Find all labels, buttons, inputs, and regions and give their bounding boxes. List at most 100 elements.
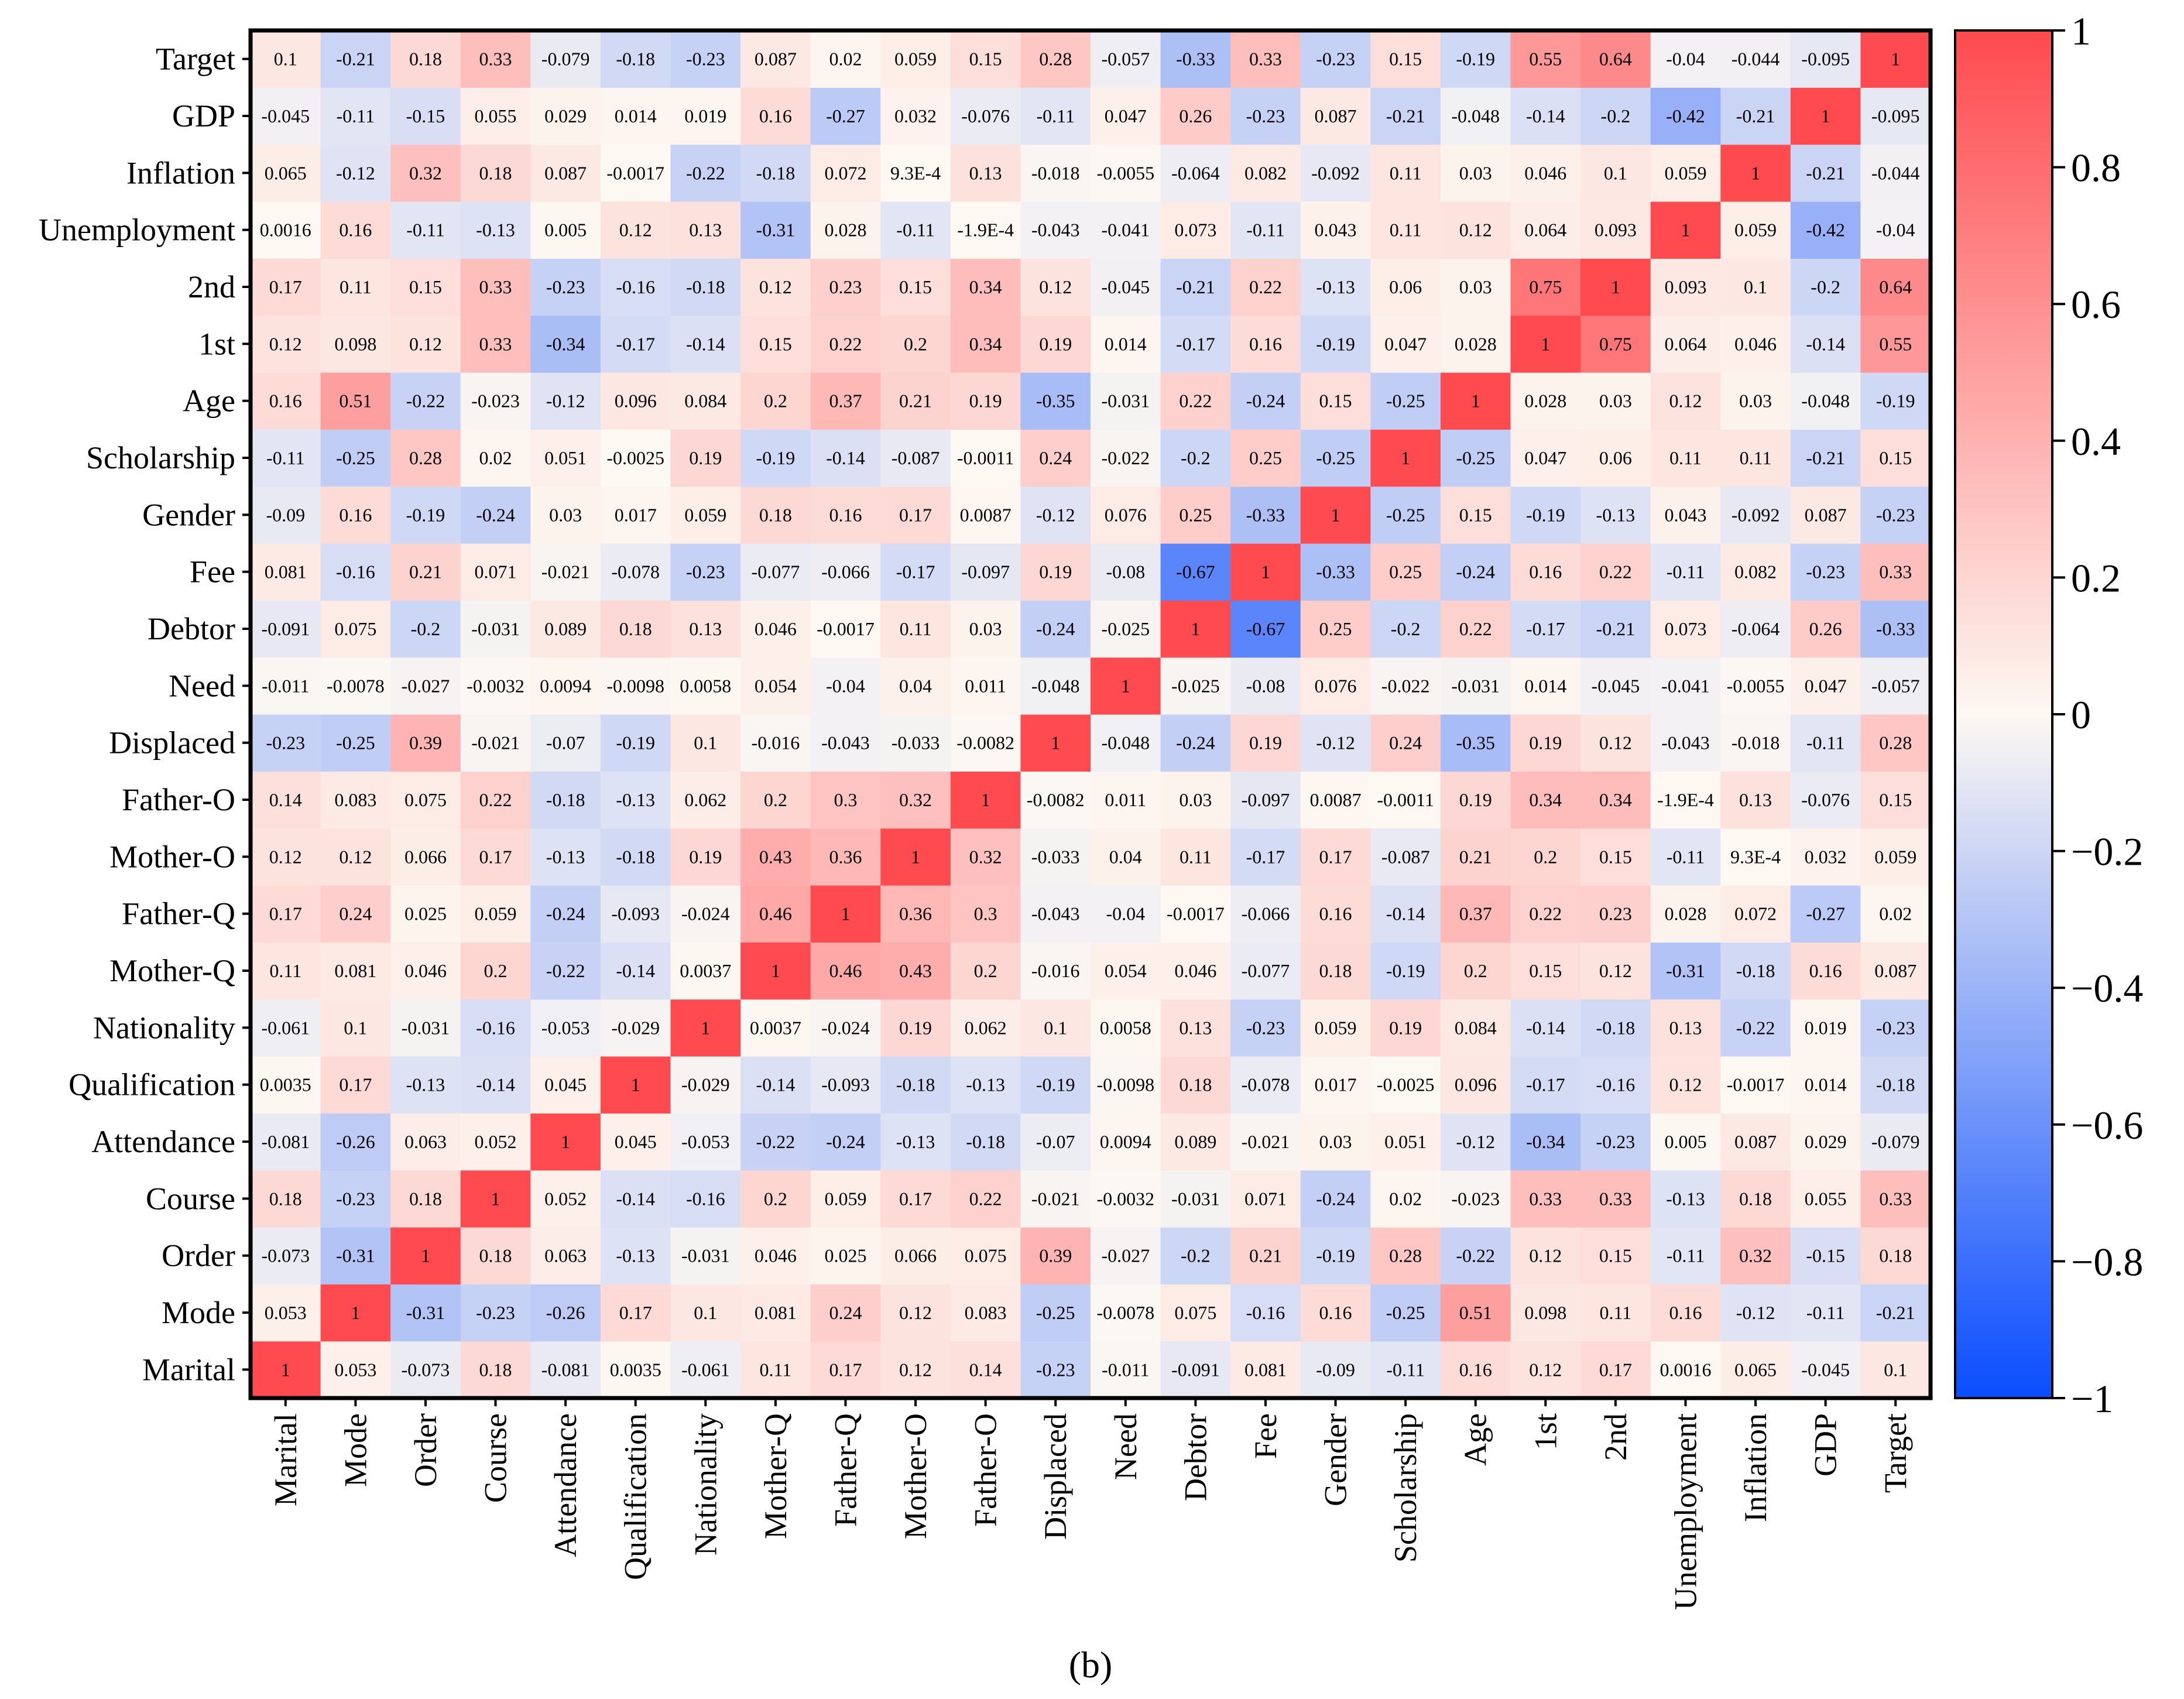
cell-value-label: 1 <box>351 1302 360 1323</box>
cell-value-label: 0.46 <box>829 960 862 981</box>
heatmap-cell <box>1790 144 1861 202</box>
cell-value-label: 0.055 <box>475 105 517 126</box>
cell-value-label: 0.55 <box>1529 49 1562 70</box>
heatmap-cell <box>390 1056 461 1114</box>
cell-value-label: 0.046 <box>755 618 797 639</box>
heatmap-cell <box>1091 771 1161 829</box>
x-tick-label: Age <box>1458 1413 1493 1466</box>
cell-value-label: 0.011 <box>1105 789 1146 810</box>
heatmap-cell <box>530 1284 601 1342</box>
heatmap-cell <box>600 1113 671 1171</box>
cell-value-label: 0.04 <box>899 675 932 696</box>
heatmap-cell <box>880 885 951 943</box>
heatmap-cell <box>950 258 1021 316</box>
heatmap-cell <box>600 201 671 259</box>
heatmap-cell <box>1160 1113 1231 1171</box>
colorbar-tick-label: −0.4 <box>2071 966 2143 1011</box>
cell-value-label: -0.021 <box>541 561 590 583</box>
heatmap-cell <box>1440 657 1511 715</box>
heatmap-cell <box>1860 1056 1931 1114</box>
cell-value-label: -0.092 <box>1311 162 1360 183</box>
heatmap-cell <box>1720 315 1791 373</box>
heatmap-cell-labels: 1 0.053 -0.073 0.18 -0.081 0.0035 -0.061 0.11 0.… <box>260 49 1920 1381</box>
heatmap-cell <box>1860 657 1931 715</box>
cell-value-label: 0.11 <box>340 276 372 297</box>
cell-value-label: 0.19 <box>969 391 1002 412</box>
x-tick-label: Nationality <box>688 1413 723 1556</box>
heatmap-cell <box>1370 771 1441 829</box>
cell-value-label: -0.14 <box>686 333 725 354</box>
heatmap-cell <box>740 1056 811 1114</box>
heatmap-cell <box>320 258 391 316</box>
cell-value-label: -0.13 <box>406 1074 445 1095</box>
cell-value-label: 0.11 <box>900 618 932 639</box>
heatmap-cell <box>1091 942 1161 1000</box>
cell-value-label: 1 <box>1891 49 1900 70</box>
heatmap-cell <box>1790 1056 1861 1114</box>
cell-value-label: 0.13 <box>969 162 1002 183</box>
x-tick-label: Course <box>478 1413 513 1503</box>
heatmap-cell <box>1860 771 1931 829</box>
colorbar-tick-label: −0.6 <box>2071 1103 2143 1147</box>
heatmap-cell <box>530 1341 601 1399</box>
heatmap-cell <box>390 372 461 430</box>
heatmap-cell <box>1580 771 1651 829</box>
cell-value-label: 0.082 <box>1244 162 1287 183</box>
cell-value-label: -0.21 <box>1386 105 1425 126</box>
cell-value-label: -0.23 <box>1806 561 1845 583</box>
heatmap-cell <box>1440 201 1511 259</box>
heatmap-cell <box>1860 201 1931 259</box>
heatmap-cell <box>880 1284 951 1342</box>
heatmap-cell <box>1440 999 1511 1057</box>
heatmap-cell <box>1510 828 1581 886</box>
cell-value-label: 0.64 <box>1599 49 1632 70</box>
cell-value-label: -0.12 <box>1456 1131 1495 1152</box>
x-tick-label: 1st <box>1528 1413 1563 1450</box>
heatmap-cell <box>1790 771 1861 829</box>
heatmap-cell <box>950 1170 1021 1228</box>
heatmap-cell <box>1370 372 1441 430</box>
heatmap-cell <box>1370 600 1441 658</box>
heatmap-cell <box>880 600 951 658</box>
cell-value-label: -0.045 <box>261 105 310 126</box>
cell-value-label: -0.17 <box>896 561 935 583</box>
cell-value-label: 1 <box>981 789 990 810</box>
cell-value-label: -0.19 <box>1036 1074 1075 1095</box>
heatmap-cell <box>880 315 951 373</box>
cell-value-label: 0.16 <box>339 504 372 525</box>
heatmap-cell <box>1091 600 1161 658</box>
cell-value-label: -0.2 <box>411 618 441 639</box>
heatmap-cell <box>1650 144 1721 202</box>
cell-value-label: 0.04 <box>1109 846 1142 867</box>
heatmap-cell <box>460 600 531 658</box>
heatmap-cell <box>460 1056 531 1114</box>
cell-value-label: 0.17 <box>1319 846 1352 867</box>
heatmap-cell <box>1650 543 1721 601</box>
heatmap-cell <box>1720 1113 1791 1171</box>
cell-value-label: -0.07 <box>546 732 585 753</box>
cell-value-label: -0.21 <box>336 49 375 70</box>
heatmap-cell <box>1650 771 1721 829</box>
y-tick-label: Mode <box>162 1295 235 1330</box>
cell-value-label: 1 <box>911 846 920 867</box>
cell-value-label: -0.31 <box>756 220 796 241</box>
cell-value-label: 0.32 <box>409 162 442 183</box>
heatmap-cell <box>1091 1341 1161 1399</box>
cell-value-label: 0.12 <box>899 1302 932 1323</box>
cell-value-label: -0.14 <box>616 960 655 981</box>
heatmap-cell <box>600 1056 671 1114</box>
heatmap-cell <box>1020 543 1091 601</box>
cell-value-label: -0.0025 <box>1377 1074 1435 1095</box>
heatmap-cell <box>600 429 671 487</box>
heatmap-cell <box>1230 30 1301 88</box>
heatmap-cell <box>1370 1113 1441 1171</box>
cell-value-label: 0.15 <box>1599 1245 1632 1266</box>
heatmap-cell <box>1300 885 1371 943</box>
cell-value-label: -0.13 <box>896 1131 935 1152</box>
cell-value-label: -0.35 <box>1036 391 1075 412</box>
cell-value-label: -0.25 <box>1036 1302 1075 1323</box>
heatmap-cell <box>600 87 671 145</box>
heatmap-cell <box>740 1170 811 1228</box>
heatmap-cell <box>1160 315 1231 373</box>
heatmap-cell <box>1230 372 1301 430</box>
